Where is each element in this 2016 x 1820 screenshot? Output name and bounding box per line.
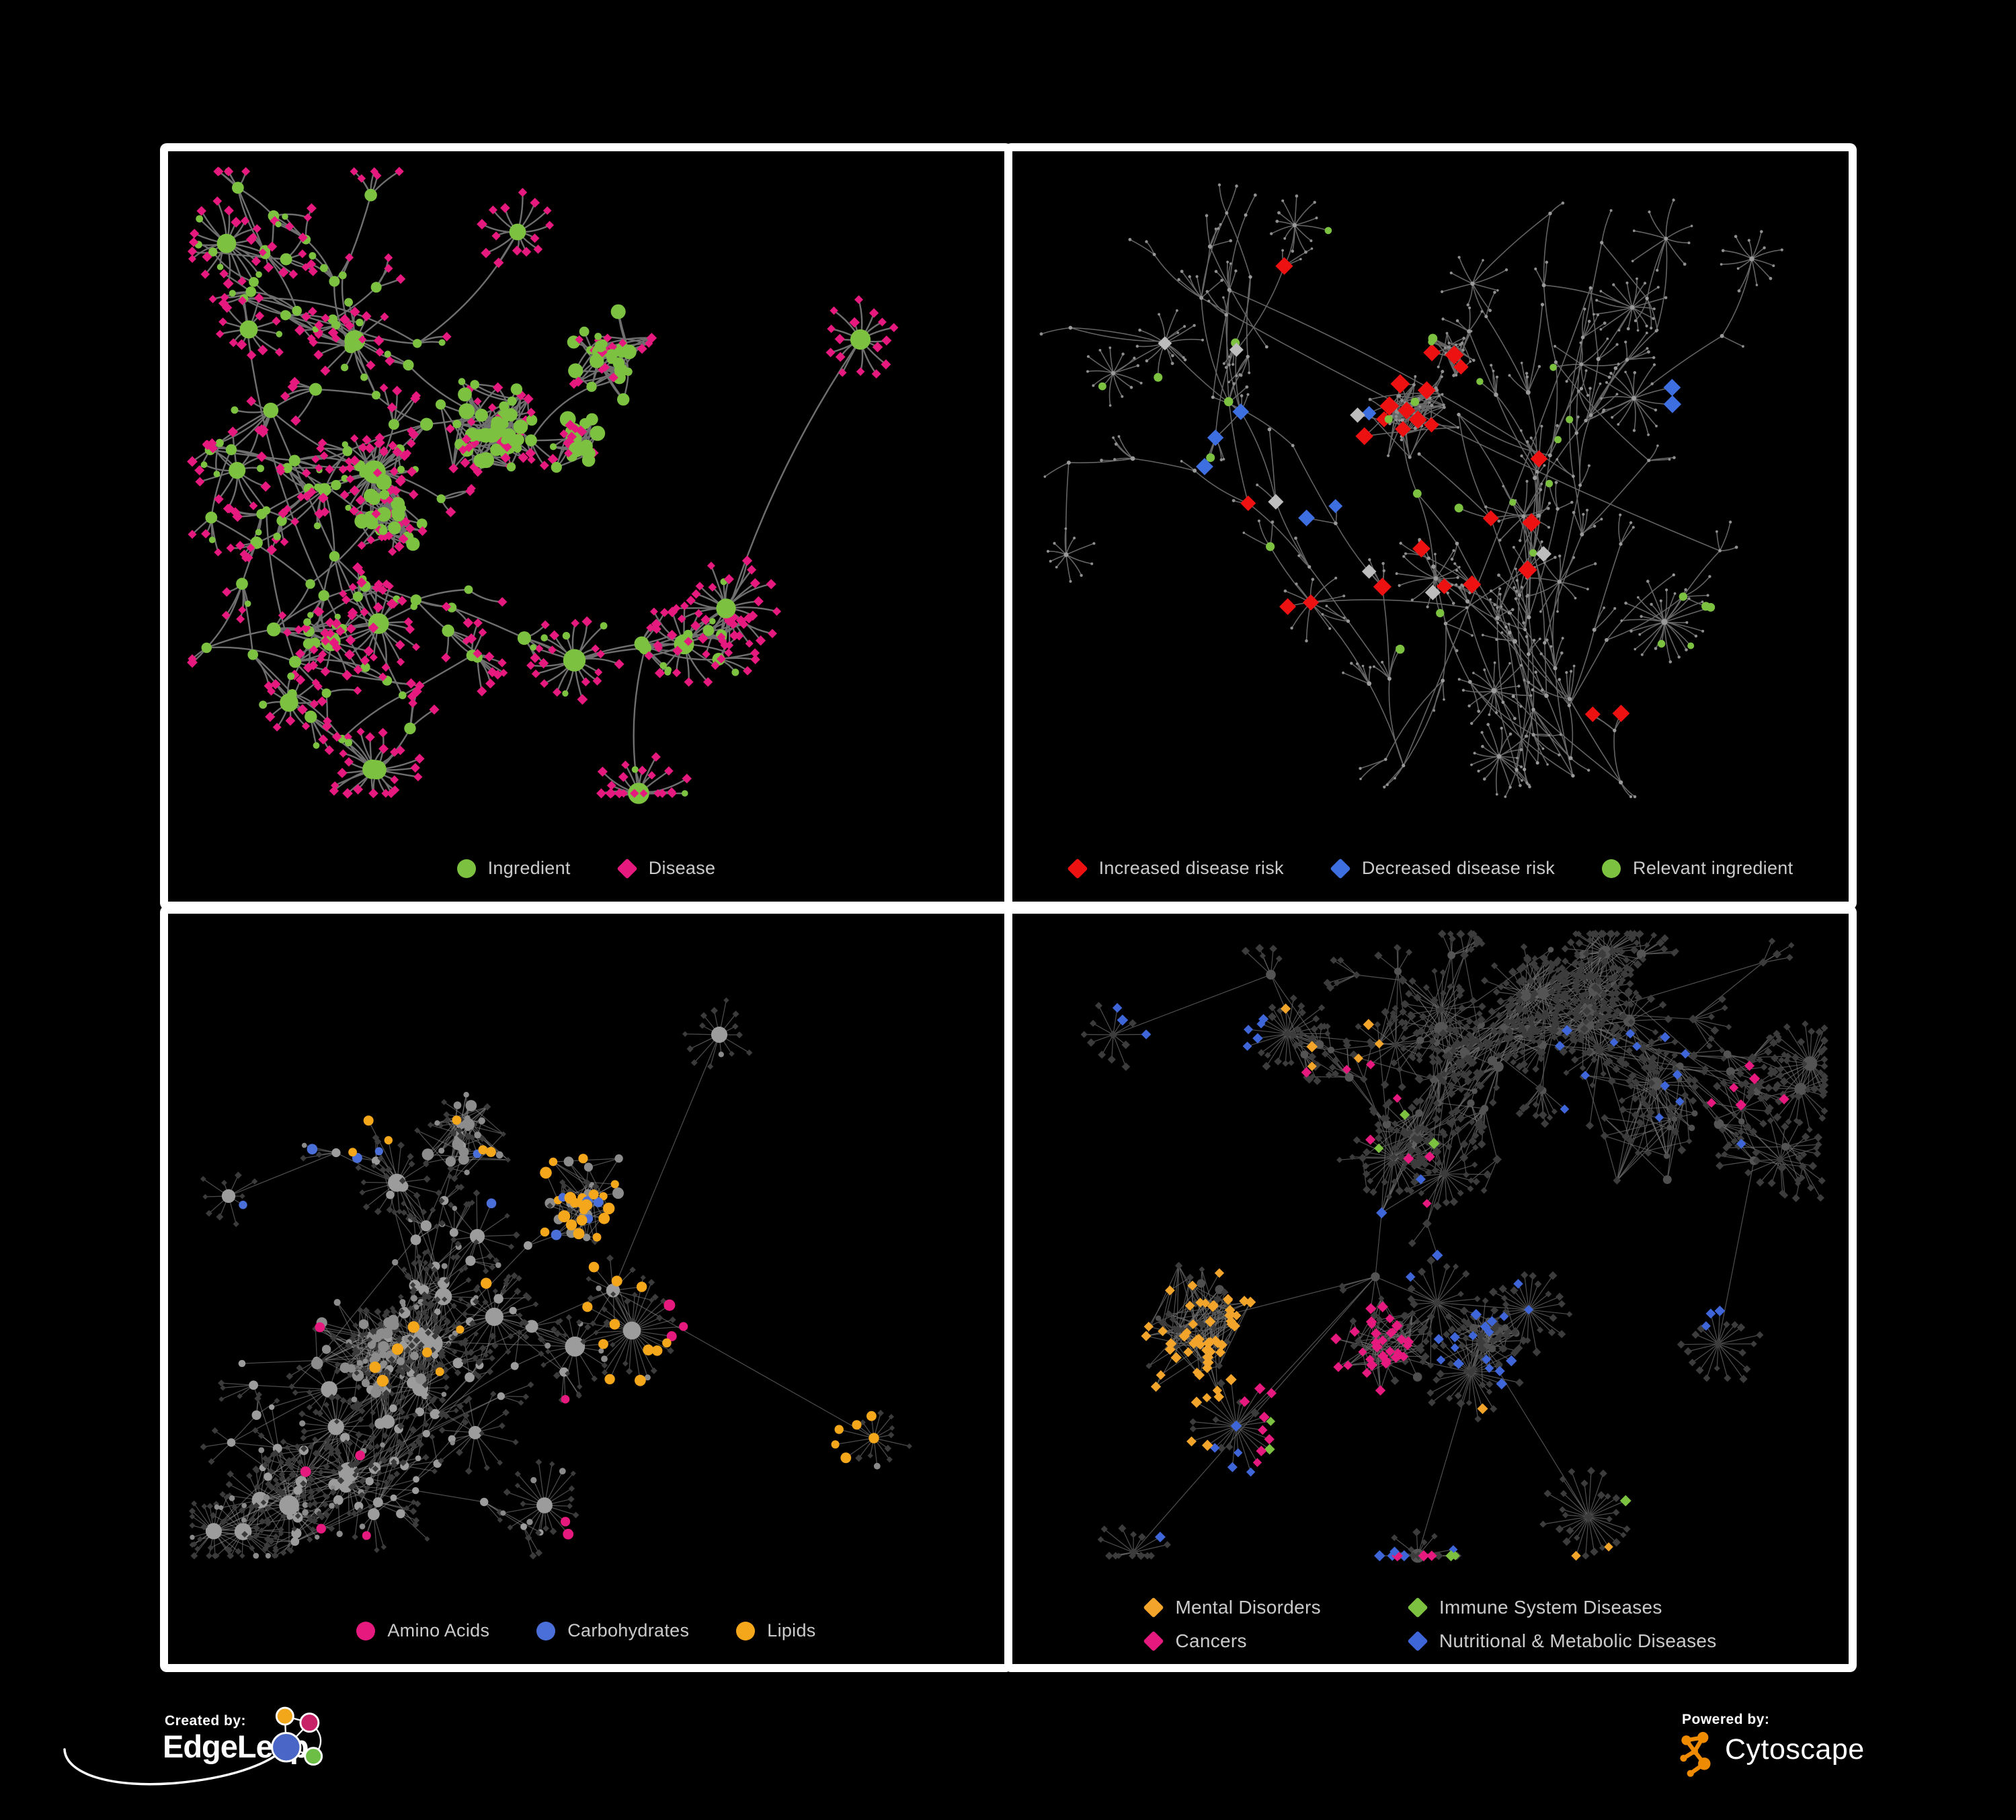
legend-item-decreased-disease-risk: Decreased disease risk <box>1330 857 1556 879</box>
legend-label-immune-system-diseases: Immune System Diseases <box>1439 1597 1662 1618</box>
network-highlight-nodes <box>239 1115 879 1540</box>
diamond-mark-disease <box>616 857 638 879</box>
legend-item-amino-acids: Amino Acids <box>356 1620 489 1641</box>
powered-by-credit: Powered by: Cytoscape <box>1674 1706 1896 1801</box>
circle-mark-lipids <box>736 1621 756 1640</box>
legend-label-nutritional-metabolic-diseases: Nutritional & Metabolic Diseases <box>1439 1630 1717 1651</box>
network-nodes <box>187 166 899 804</box>
legend-ingredient-disease: Ingredient Disease <box>168 857 1004 879</box>
diamond-mark-cancers <box>1143 1630 1164 1652</box>
circle-mark-relevant-ingredient <box>1602 859 1621 878</box>
network-highlight-nodes <box>1112 1002 1789 1562</box>
legend-item-nutritional-metabolic-diseases: Nutritional & Metabolic Diseases <box>1407 1630 1717 1652</box>
legend-item-ingredient: Ingredient <box>456 858 571 879</box>
diamond-mark-mental-disorders <box>1143 1597 1164 1618</box>
powered-by-label: Powered by: <box>1682 1712 1770 1727</box>
legend-label-cancers: Cancers <box>1175 1630 1247 1651</box>
legend-item-carbohydrates: Carbohydrates <box>536 1620 689 1641</box>
diamond-mark-increased-disease-risk <box>1067 857 1088 879</box>
panel-disease-classes: Mental Disorders Immune System Diseases Ca… <box>1004 906 1857 1672</box>
legend-label-relevant-ingredient: Relevant ingredient <box>1633 858 1793 878</box>
network-nodes <box>1039 183 1783 799</box>
legend-label-mental-disorders: Mental Disorders <box>1175 1597 1321 1618</box>
circle-mark-carbohydrates <box>536 1621 556 1640</box>
legend-item-relevant-ingredient: Relevant ingredient <box>1602 858 1793 879</box>
edgeleap-logo-icon <box>271 1706 323 1766</box>
legend-label-lipids: Lipids <box>767 1620 816 1640</box>
circle-mark-ingredient <box>456 859 476 878</box>
created-by-label: Created by: <box>165 1713 247 1729</box>
legend-label-carbohydrates: Carbohydrates <box>567 1620 690 1640</box>
created-by-credit: Created by: EdgeLeap <box>61 1705 450 1819</box>
diamond-mark-nutritional-metabolic-diseases <box>1407 1630 1428 1652</box>
legend-disease-classes: Mental Disorders Immune System Diseases Ca… <box>1012 1597 1849 1652</box>
cytoscape-wordmark: Cytoscape <box>1725 1733 1865 1766</box>
network-ingredient-disease <box>187 166 899 804</box>
diamond-mark-decreased-disease-risk <box>1330 857 1351 879</box>
network-edges <box>192 1000 910 1556</box>
legend-item-disease: Disease <box>616 857 716 879</box>
network-edges <box>1084 933 1825 1556</box>
network-disease-classes <box>1080 929 1829 1563</box>
panel-disease-risk: Increased disease risk Decreased disease … <box>1004 143 1857 910</box>
legend-label-amino-acids: Amino Acids <box>387 1620 490 1640</box>
network-edges <box>1041 184 1783 797</box>
legend-label-decreased-disease-risk: Decreased disease risk <box>1361 858 1556 878</box>
legend-item-immune-system-diseases: Immune System Diseases <box>1407 1597 1662 1618</box>
network-highlight-nodes <box>1098 227 1716 722</box>
legend-nutrient-classes: Amino Acids Carbohydrates Lipids <box>168 1620 1004 1641</box>
edgeleap-swoosh-icon <box>63 1748 285 1786</box>
legend-disease-risk: Increased disease risk Decreased disease … <box>1012 857 1849 879</box>
legend-item-increased-disease-risk: Increased disease risk <box>1067 857 1284 879</box>
legend-label-increased-disease-risk: Increased disease risk <box>1098 858 1284 878</box>
legend-label-ingredient: Ingredient <box>487 858 571 878</box>
circle-mark-amino-acids <box>356 1621 376 1640</box>
cytoscape-icon <box>1680 1732 1711 1777</box>
diamond-mark-immune-system-diseases <box>1407 1597 1428 1618</box>
legend-item-cancers: Cancers <box>1143 1630 1247 1652</box>
network-nodes <box>189 997 912 1560</box>
panel-ingredient-disease: Ingredient Disease <box>160 143 1012 910</box>
panel-nutrient-classes: Amino Acids Carbohydrates Lipids <box>160 906 1012 1672</box>
network-disease-risk <box>1039 183 1783 799</box>
legend-label-disease: Disease <box>648 858 716 878</box>
legend-item-mental-disorders: Mental Disorders <box>1143 1597 1321 1618</box>
network-nutrient-classes <box>189 997 912 1560</box>
legend-item-lipids: Lipids <box>736 1620 815 1641</box>
